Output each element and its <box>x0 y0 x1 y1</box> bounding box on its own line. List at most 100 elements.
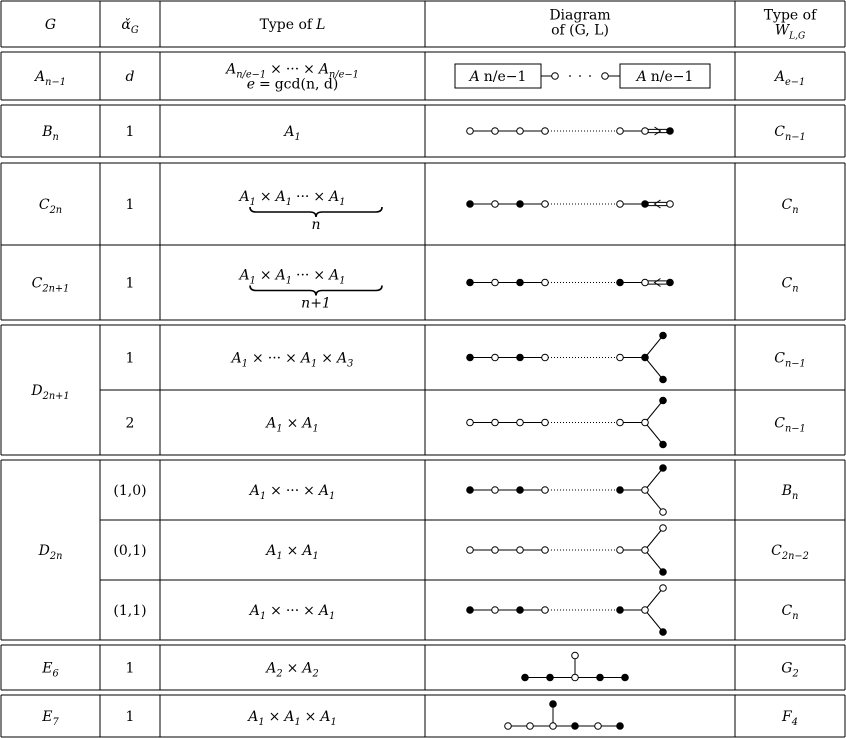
math-text: Cn <box>781 276 798 295</box>
diagram-node <box>666 278 674 287</box>
math-text: (0,1) <box>113 543 146 559</box>
math-token: × <box>287 661 299 677</box>
diagram-node <box>616 127 624 135</box>
math-sub: 1 <box>339 276 345 287</box>
math-sub: 1 <box>339 197 345 208</box>
math-text: A1 × A1 <box>264 416 318 435</box>
math-sub: 1 <box>286 276 292 287</box>
math-text: 1 <box>126 197 135 213</box>
math-base: C <box>32 276 43 292</box>
diagram-node <box>546 673 554 682</box>
math-sub: 1 <box>294 132 300 143</box>
math-sub: n/e−1 <box>236 70 266 81</box>
math-sub: 1 <box>260 611 266 622</box>
math-text: (1,0) <box>113 483 146 499</box>
diagram-node <box>616 606 624 614</box>
math-text: 2 <box>126 416 135 432</box>
math-sub: n <box>52 132 58 143</box>
diagram-node <box>616 486 624 494</box>
math-base: C <box>781 197 792 213</box>
diagram-node <box>516 200 524 208</box>
math-token: L <box>315 17 325 33</box>
math-token: × <box>260 268 272 284</box>
math-sub: n−1 <box>785 424 806 435</box>
diagram-node <box>491 606 499 614</box>
math-token: ··· <box>296 189 309 205</box>
math-text: An/e−1 × ··· × An/e−1 <box>224 62 359 81</box>
math-token: × <box>321 351 333 367</box>
math-text: Bn <box>781 483 799 502</box>
math-sub: 1 <box>312 424 318 435</box>
math-base: C <box>781 276 792 292</box>
math-sub: n <box>792 491 798 502</box>
diagram-node <box>466 200 474 208</box>
brace-label: n <box>311 217 320 233</box>
diagram-node <box>541 546 549 554</box>
math-sub: n <box>792 284 798 295</box>
diagram-edge <box>644 467 664 491</box>
math-base: A <box>318 709 330 725</box>
math-text: A1 × ··· × A1 <box>248 603 336 622</box>
math-token: 1 <box>126 197 135 213</box>
math-text: of (G, L) <box>551 23 609 39</box>
brace-label: n+1 <box>301 296 331 312</box>
math-text: 1 <box>126 709 135 725</box>
math-text: E7 <box>41 709 59 728</box>
math-base: G <box>781 661 792 677</box>
math-sub: 1 <box>250 276 256 287</box>
diagram-node <box>641 418 649 427</box>
math-base: A <box>300 543 312 559</box>
math-base: A <box>299 351 311 367</box>
math-text: An−1 <box>33 69 66 88</box>
math-text: Bn <box>41 124 59 143</box>
math-base: B <box>41 124 52 140</box>
math-sub: n <box>792 205 798 216</box>
math-base: F <box>781 709 793 725</box>
math-text: A1 × A1 ··· × A1 <box>238 189 346 208</box>
math-text: WL,G <box>775 23 806 42</box>
diagram-node <box>666 200 674 208</box>
math-base: A <box>264 543 276 559</box>
math-sub: 2 <box>275 669 282 680</box>
diagram-node <box>659 628 667 636</box>
math-token: × <box>252 351 264 367</box>
math-text: C2n+1 <box>32 276 70 295</box>
diagram-node <box>516 353 524 362</box>
math-text: 1 <box>126 124 135 140</box>
math-token: A <box>468 69 480 85</box>
math-sub: 2n <box>49 205 63 216</box>
math-base: A <box>327 189 339 205</box>
diagram-node <box>541 200 549 208</box>
diagram-node <box>666 127 674 135</box>
diagram-edge <box>644 400 664 423</box>
diagram-arrow <box>654 126 662 136</box>
math-base: W <box>775 23 791 39</box>
math-sub: 2 <box>791 669 798 680</box>
diagram-edge <box>644 609 664 633</box>
math-text: α̌G <box>121 17 138 36</box>
math-sub: e−1 <box>785 77 805 88</box>
math-text: A1 × A1 <box>264 543 318 562</box>
diagram-node <box>551 72 559 80</box>
math-token: n/e−1 <box>484 69 527 85</box>
math-token: ··· <box>286 483 299 499</box>
diagram-node <box>641 546 649 554</box>
math-base: B <box>781 483 792 499</box>
math-sub: 1 <box>311 359 317 370</box>
math-sub: 7 <box>53 717 60 728</box>
diagram-edge <box>644 549 664 573</box>
diagram-node <box>659 375 667 384</box>
math-token: n/e−1 <box>651 69 694 85</box>
math-sub: 2n <box>49 551 63 562</box>
math-base: A <box>274 189 286 205</box>
math-base: A <box>246 709 258 725</box>
math-base: C <box>774 351 785 367</box>
diagram-node <box>549 722 557 730</box>
math-sub: 2n+1 <box>41 284 69 295</box>
math-text: e = gcd(n, d) <box>247 77 339 93</box>
math-sub: n−1 <box>45 77 66 88</box>
math-token: 1 <box>126 124 135 140</box>
math-base: C <box>774 416 785 432</box>
diagram-node <box>641 486 649 494</box>
diagram-node <box>491 353 499 362</box>
